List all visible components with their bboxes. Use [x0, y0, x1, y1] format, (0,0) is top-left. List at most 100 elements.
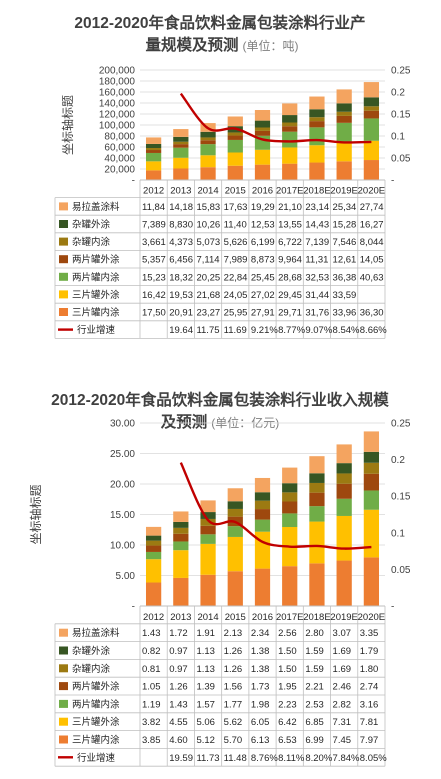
- y2-tick-label: 0.2: [391, 88, 405, 99]
- table-cell-value: 6.99: [305, 735, 324, 746]
- table-cell-value: 2.46: [333, 682, 352, 693]
- bar-segment: [254, 509, 271, 520]
- bar-segment: [173, 527, 189, 534]
- legend-swatch: [59, 735, 68, 744]
- table-cell-value: 0.97: [169, 664, 188, 675]
- table-cell-value: 18,32: [169, 272, 193, 283]
- table-cell-value: 4,373: [169, 237, 193, 248]
- bar-segment: [363, 97, 380, 107]
- legend-swatch: [59, 237, 68, 246]
- table-cell-value: 5,073: [196, 237, 220, 248]
- chart-title-line1: 2012-2020年食品饮料金属包装涂料行业产: [74, 13, 365, 32]
- table-cell-value: 8.54%: [333, 325, 360, 336]
- bar-segment: [336, 111, 352, 116]
- table-cell-value: 21,10: [278, 202, 302, 213]
- bar-segment: [254, 519, 271, 532]
- table-cell-value: 27,91: [251, 308, 275, 319]
- bar-segment: [363, 82, 380, 98]
- bar-segment: [200, 518, 216, 526]
- table-cell-value: 23,14: [305, 202, 329, 213]
- y-tick-label: 60,000: [104, 143, 135, 154]
- growth-line: [179, 92, 372, 144]
- table-cell-value: 1.79: [360, 646, 379, 657]
- legend-label: 行业增速: [77, 752, 116, 764]
- bar-segment: [336, 498, 352, 516]
- bar-segment: [200, 512, 216, 519]
- bar-segment: [173, 533, 189, 542]
- table-cell-value: 31,44: [305, 290, 329, 301]
- table-cell-value: 7,989: [224, 255, 248, 266]
- y2-tick-label: 0.05: [391, 154, 411, 165]
- table-cell-value: 1.72: [169, 628, 188, 639]
- revenue-chart-svg: 2012-2020年食品饮料金属包装涂料行业收入规模 及预测 (单位：亿元) - 5…: [28, 390, 411, 767]
- table-cell-value: 11.69: [224, 325, 247, 336]
- legend-label: 易拉盖涂料: [72, 627, 120, 639]
- table-cell-value: 27,74: [360, 202, 384, 213]
- y2-tick-label: 0.2: [391, 455, 405, 466]
- bar-segment: [227, 508, 243, 517]
- table-cell-value: 1.98: [251, 699, 270, 710]
- bar-segment: [282, 492, 298, 502]
- x-category-label: 2018E: [303, 612, 330, 623]
- y-tick-label: 160,000: [99, 88, 136, 99]
- table-cell-value: 2.53: [305, 699, 324, 710]
- table-cell-value: 9,964: [278, 255, 302, 266]
- y2-tick-label: -: [391, 602, 394, 613]
- y-tick-label: 15.00: [110, 510, 135, 521]
- bar-segment: [145, 545, 162, 552]
- table-cell-value: 2.13: [224, 628, 243, 639]
- x-category-label: 2012: [143, 612, 164, 623]
- table-cell-value: 15,28: [333, 220, 357, 231]
- table-cell-value: 25,95: [224, 308, 248, 319]
- y-tick-label: 30.00: [110, 419, 135, 430]
- bar-segment: [145, 540, 162, 546]
- table-cell-value: 32,53: [305, 272, 329, 283]
- table-cell-value: 6,199: [251, 237, 275, 248]
- table-cell-value: 9.21%: [251, 325, 278, 336]
- bar-segment: [363, 490, 380, 510]
- bar-segment: [254, 500, 271, 510]
- bar-segment: [200, 140, 216, 145]
- y-tick-label: 40,000: [104, 154, 135, 165]
- legend-label: 易拉盖涂料: [72, 201, 120, 213]
- table-cell-value: 1.43: [169, 699, 188, 710]
- table-cell-value: 33,59: [333, 290, 357, 301]
- bar-segment: [336, 444, 352, 464]
- legend-swatch: [59, 646, 68, 655]
- table-cell-value: 25,34: [333, 202, 357, 213]
- bar-segment: [145, 143, 162, 149]
- legend-label: 三片罐外涂: [72, 716, 120, 728]
- table-cell-value: 1.80: [360, 664, 379, 675]
- bar-segment: [200, 167, 216, 180]
- legend-label: 杂罐外涂: [72, 219, 111, 231]
- bar-segment: [200, 534, 216, 544]
- y-tick-label: 10.00: [110, 541, 135, 552]
- bar-segment: [309, 109, 325, 118]
- bar-segment: [254, 568, 271, 606]
- bar-segment: [173, 129, 189, 137]
- bar-segment: [282, 513, 298, 528]
- y-tick-label: 20,000: [104, 165, 135, 176]
- y2-tick-label: 0.1: [391, 132, 405, 143]
- legend-label: 三片罐内涂: [72, 307, 120, 319]
- table-cell-value: 7,114: [196, 255, 219, 266]
- table-cell-value: 9.07%: [305, 325, 332, 336]
- bar-segment: [309, 456, 325, 474]
- x-category-label: 2014: [197, 612, 218, 623]
- table-cell-value: 1.59: [305, 646, 324, 657]
- y-tick-label: -: [132, 176, 135, 187]
- legend-label: 杂罐内涂: [72, 663, 111, 675]
- y2-tick-label: 0.15: [391, 110, 411, 121]
- table-cell-value: 11,40: [224, 220, 247, 231]
- table-cell-value: 7.45: [333, 735, 352, 746]
- bar-segment: [200, 500, 216, 513]
- y-tick-label: 180,000: [99, 77, 136, 88]
- bar-segment: [173, 511, 189, 522]
- table-cell-value: 15,83: [196, 202, 220, 213]
- bar-segment: [173, 577, 189, 606]
- table-cell-value: 2.80: [305, 628, 324, 639]
- chart-title-line2: 量规模及预测 (单位：吨): [145, 35, 298, 54]
- legend-label: 行业增速: [77, 324, 116, 336]
- y-tick-label: 80,000: [104, 132, 135, 143]
- legend-swatch: [59, 628, 68, 637]
